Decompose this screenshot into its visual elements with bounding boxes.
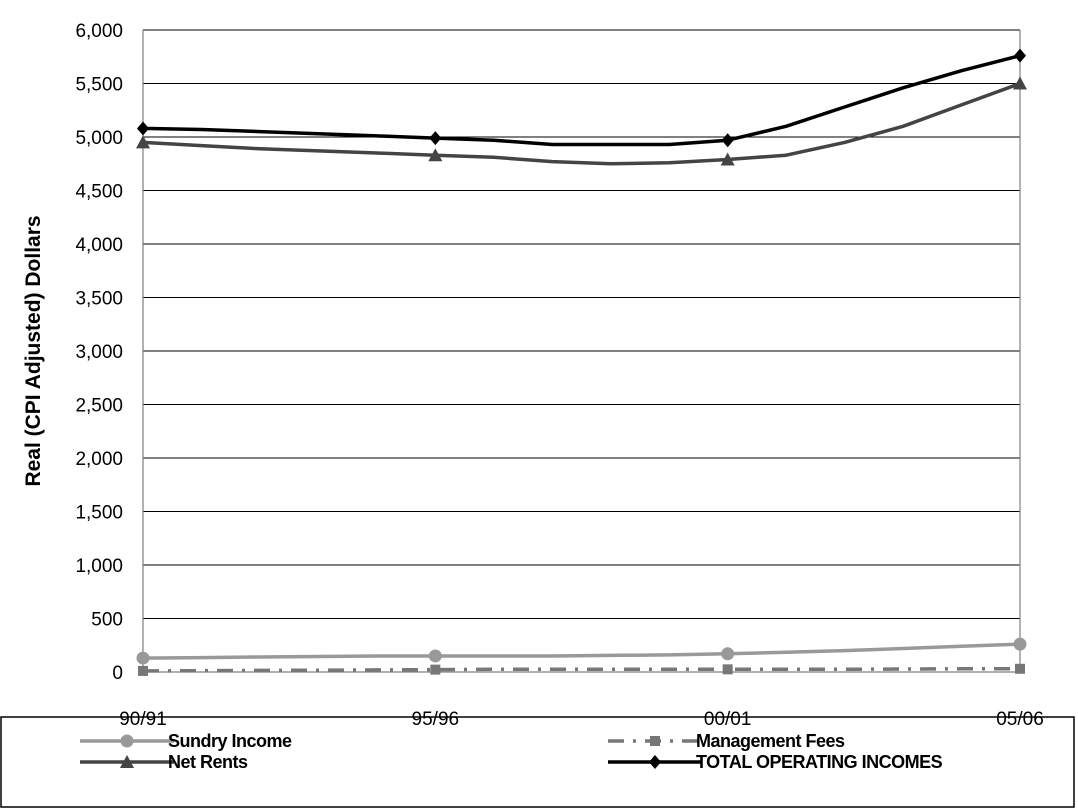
y-tick-label: 500 <box>91 610 123 631</box>
legend: Sundry Income Management Fees Net Rents TOT… <box>80 731 943 772</box>
y-tick-label: 5,000 <box>75 128 123 149</box>
y-tick-label: 4,000 <box>75 235 123 256</box>
legend-item: Management Fees <box>608 731 846 751</box>
y-tick-label: 6,000 <box>75 21 123 42</box>
data-point <box>1015 663 1025 674</box>
y-tick-label: 2,500 <box>75 396 123 417</box>
legend-marker <box>650 736 660 746</box>
x-tick-labels: 90/91 95/96 00/01 05/06 <box>119 709 1044 730</box>
x-tick-label: 05/06 <box>996 709 1044 730</box>
legend-label: TOTAL OPERATING INCOMES <box>696 752 943 772</box>
data-point <box>1013 76 1027 90</box>
y-tick-label: 0 <box>112 663 123 684</box>
series-line <box>142 667 1020 673</box>
legend-label: Sundry Income <box>168 731 292 751</box>
y-tick-label: 5,500 <box>75 75 123 96</box>
data-point <box>720 152 735 166</box>
gridlines <box>143 29 1020 619</box>
data-point <box>429 131 442 146</box>
y-tick-label: 1,000 <box>75 556 123 577</box>
data-point <box>1013 637 1027 651</box>
series-lines <box>136 48 1027 676</box>
legend-label: Management Fees <box>696 731 845 751</box>
data-point <box>137 121 149 136</box>
data-point <box>428 148 443 162</box>
data-point <box>430 664 441 675</box>
data-point <box>136 135 150 149</box>
legend-item: Sundry Income <box>80 731 293 751</box>
data-point <box>721 133 734 148</box>
series-line <box>142 54 1021 147</box>
data-point <box>722 664 733 675</box>
series-line <box>142 81 1021 166</box>
data-point <box>138 665 148 676</box>
y-tick-label: 3,000 <box>75 342 123 363</box>
x-tick-label: 95/96 <box>412 709 460 730</box>
data-point <box>1014 48 1026 63</box>
y-tick-label: 4,500 <box>75 182 123 203</box>
y-axis-label: Real (CPI Adjusted) Dollars <box>22 215 45 486</box>
y-tick-labels: 0 500 1,000 1,500 2,000 2,500 3,000 3,500 4,000 4… <box>75 21 123 684</box>
legend-marker <box>120 755 134 768</box>
data-point <box>428 649 442 663</box>
series-line <box>142 642 1021 660</box>
legend-marker <box>120 734 134 748</box>
y-tick-label: 2,000 <box>75 449 123 470</box>
y-tick-label: 1,500 <box>75 503 123 524</box>
y-tick-label: 3,500 <box>75 289 123 310</box>
legend-box <box>0 716 1075 808</box>
series-sundry-income <box>136 637 1027 665</box>
data-point <box>721 647 735 661</box>
x-tick-label: 00/01 <box>704 709 752 730</box>
data-point <box>136 651 150 665</box>
legend-label: Net Rents <box>168 752 248 772</box>
series-total-operating-incomes <box>137 48 1026 148</box>
legend-item: TOTAL OPERATING INCOMES <box>608 752 943 772</box>
series-net-rents <box>136 76 1027 166</box>
legend-marker <box>649 755 661 769</box>
x-tick-label: 90/91 <box>119 709 167 730</box>
series-management-fees <box>138 663 1025 676</box>
legend-item: Net Rents <box>80 752 249 772</box>
